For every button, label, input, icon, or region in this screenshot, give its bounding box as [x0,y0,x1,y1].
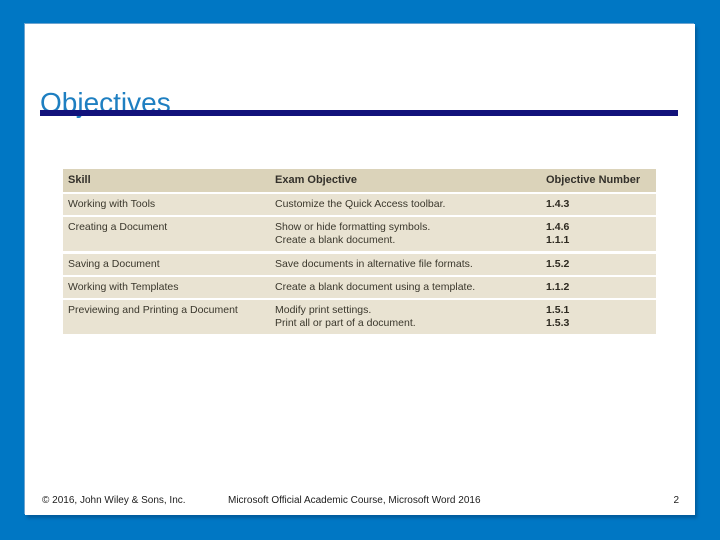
column-header-skill: Skill [68,174,91,186]
title-underline-rule [40,110,678,116]
number-line: 1.4.6 [546,221,570,233]
skill-cell: Working with Tools [68,198,156,210]
table-row: Saving a Document Save documents in alte… [63,254,656,275]
column-header-objective-number: Objective Number [546,174,641,186]
objective-line: Customize the Quick Access toolbar. [275,198,446,210]
slide-canvas: Objectives Skill Exam Objective Objectiv… [25,24,695,515]
number-cell: 1.1.2 [546,281,656,294]
column-header-exam-objective: Exam Objective [275,174,357,186]
number-line: 1.4.3 [546,198,570,210]
table-header-row: Skill Exam Objective Objective Number [63,169,656,192]
objective-line: Print all or part of a document. [275,317,416,329]
number-cell: 1.4.3 [546,198,656,211]
objective-line: Save documents in alternative file forma… [275,258,473,270]
table-row: Creating a Document Show or hide formatt… [63,217,656,251]
footer-copyright: © 2016, John Wiley & Sons, Inc. [42,495,186,506]
objectives-table: Skill Exam Objective Objective Number Wo… [63,169,656,336]
skill-cell: Previewing and Printing a Document [68,304,238,316]
objective-cell: Modify print settings. Print all or part… [275,304,546,330]
number-cell: 1.4.6 1.1.1 [546,221,656,247]
objective-cell: Customize the Quick Access toolbar. [275,198,546,211]
footer-course-title: Microsoft Official Academic Course, Micr… [228,495,481,506]
table-row: Previewing and Printing a Document Modif… [63,300,656,334]
number-cell: 1.5.2 [546,258,656,271]
objective-cell: Save documents in alternative file forma… [275,258,546,271]
skill-cell: Working with Templates [68,281,179,293]
objective-cell: Show or hide formatting symbols. Create … [275,221,546,247]
number-cell: 1.5.1 1.5.3 [546,304,656,330]
table-row: Working with Templates Create a blank do… [63,277,656,298]
number-line: 1.5.1 [546,304,570,316]
objective-line: Create a blank document. [275,234,396,246]
number-line: 1.1.2 [546,281,570,293]
slide-page-number: 2 [673,495,679,506]
objective-line: Modify print settings. [275,304,372,316]
number-line: 1.5.2 [546,258,570,270]
number-line: 1.5.3 [546,317,570,329]
skill-cell: Saving a Document [68,258,160,270]
table-row: Working with Tools Customize the Quick A… [63,194,656,215]
objective-line: Show or hide formatting symbols. [275,221,431,233]
objective-line: Create a blank document using a template… [275,281,476,293]
objective-cell: Create a blank document using a template… [275,281,546,294]
number-line: 1.1.1 [546,234,570,246]
skill-cell: Creating a Document [68,221,168,233]
